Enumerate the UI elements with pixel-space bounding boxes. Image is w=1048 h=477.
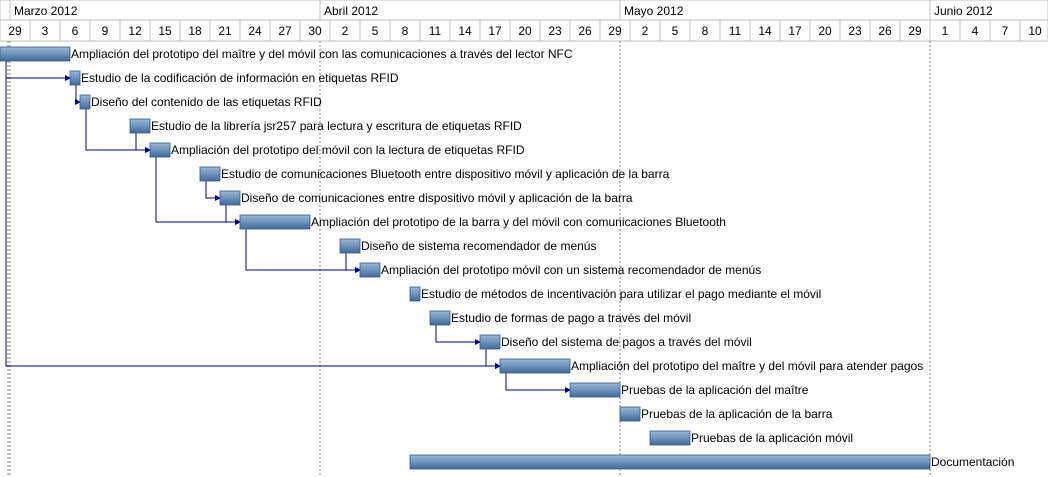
task-bar[interactable] [479,334,501,350]
day-tick-label: 26 [878,24,892,38]
dependency-line [205,181,221,201]
month-label: Junio 2012 [934,4,993,18]
dependency-line [5,61,71,81]
dependency-line [345,253,361,273]
day-tick-label: 29 [908,24,922,38]
day-tick-label: 17 [488,24,502,38]
task-label: Documentación [931,455,1014,469]
day-tick-label: 20 [518,24,532,38]
day-tick-label: 26 [578,24,592,38]
day-tick-label: 4 [972,24,979,38]
task-bar[interactable] [649,430,691,446]
day-tick-label: 14 [758,24,772,38]
day-tick-label: 24 [248,24,262,38]
day-tick-label: 11 [429,24,442,38]
task-bar[interactable] [79,94,91,110]
task-bar[interactable] [339,238,361,254]
task-bar[interactable] [239,214,311,230]
task-bar[interactable] [409,454,931,470]
dependency-line [485,349,501,369]
dependency-line [5,61,501,369]
task-label: Ampliación del prototipo de la barra y d… [311,215,726,229]
day-tick-label: 21 [218,24,232,38]
day-tick-label: 12 [128,24,142,38]
month-label: Abril 2012 [324,4,378,18]
day-tick-label: 23 [548,24,562,38]
day-tick-label: 10 [1028,24,1042,38]
day-tick-label: 27 [278,24,292,38]
task-label: Estudio de la librería jsr257 para lectu… [151,119,522,133]
day-tick-label: 5 [372,24,379,38]
task-label: Ampliación del prototipo móvil con un si… [381,263,761,277]
task-bar[interactable] [619,406,641,422]
day-tick-label: 2 [342,24,349,38]
month-label: Mayo 2012 [624,4,684,18]
task-bar[interactable] [429,310,451,326]
task-bar[interactable] [199,166,221,182]
day-tick-label: 14 [458,24,472,38]
day-tick-label: 17 [788,24,802,38]
day-tick-label: 30 [308,24,322,38]
day-tick-label: 2 [642,24,649,38]
task-bar[interactable] [149,142,171,158]
task-label: Pruebas de la aplicación móvil [691,431,853,445]
day-tick-label: 7 [1002,24,1009,38]
task-label: Diseño del sistema de pagos a través del… [501,335,752,349]
task-label: Estudio de formas de pago a través del m… [451,311,691,325]
day-tick-label: 8 [402,24,409,38]
dependency-line [245,229,361,273]
task-label: Estudio de comunicaciones Bluetooth entr… [221,167,670,181]
task-bar[interactable] [409,286,421,302]
dependency-line [85,109,151,153]
day-tick-label: 1 [942,24,949,38]
task-bar[interactable] [69,70,81,86]
day-tick-label: 29 [608,24,622,38]
task-label: Diseño de comunicaciones entre dispositi… [241,191,633,205]
day-tick-label: 9 [102,24,109,38]
month-header-row [0,0,1048,21]
task-bar[interactable] [129,118,151,134]
task-label: Diseño de sistema recomendador de menús [361,239,596,253]
day-tick-label: 20 [818,24,832,38]
task-label: Estudio de métodos de incentivación para… [421,287,821,301]
task-labels: Ampliación del prototipo del maître y de… [71,47,1014,469]
task-label: Estudio de la codificación de informació… [81,71,399,85]
dependency-line [155,157,241,225]
task-label: Ampliación del prototipo del maître y de… [571,359,923,373]
task-label: Pruebas de la aplicación de la barra [641,407,833,421]
dependency-line [225,205,241,225]
task-bars [0,46,931,470]
day-tick-label: 6 [72,24,79,38]
dependency-line [75,85,81,105]
task-bar[interactable] [569,382,621,398]
day-tick-label: 5 [672,24,679,38]
day-tick-label: 29 [8,24,22,38]
timeline-grid [7,41,931,477]
task-label: Diseño del contenido de las etiquetas RF… [91,95,322,109]
day-tick-label: 8 [702,24,709,38]
day-tick-label: 18 [188,24,202,38]
day-tick-label: 11 [729,24,742,38]
dependency-connectors [5,61,571,393]
day-tick-label: 3 [42,24,49,38]
task-label: Pruebas de la aplicación del maître [621,383,809,397]
task-bar[interactable] [359,262,381,278]
day-tick-label: 23 [848,24,862,38]
task-bar[interactable] [499,358,571,374]
day-header-row [0,19,1048,42]
task-label: Ampliación del prototipo del móvil con l… [171,143,525,157]
dependency-line [435,325,481,345]
task-bar[interactable] [219,190,241,206]
dependency-line [135,133,151,153]
task-bar[interactable] [0,46,71,62]
day-tick-label: 15 [158,24,172,38]
dependency-line [505,373,571,393]
timeline-header: Marzo 2012 Abril 2012 Mayo 2012 Junio 2012 2… [0,0,1048,42]
month-label: Marzo 2012 [14,4,78,18]
task-label: Ampliación del prototipo del maître y de… [71,47,573,61]
